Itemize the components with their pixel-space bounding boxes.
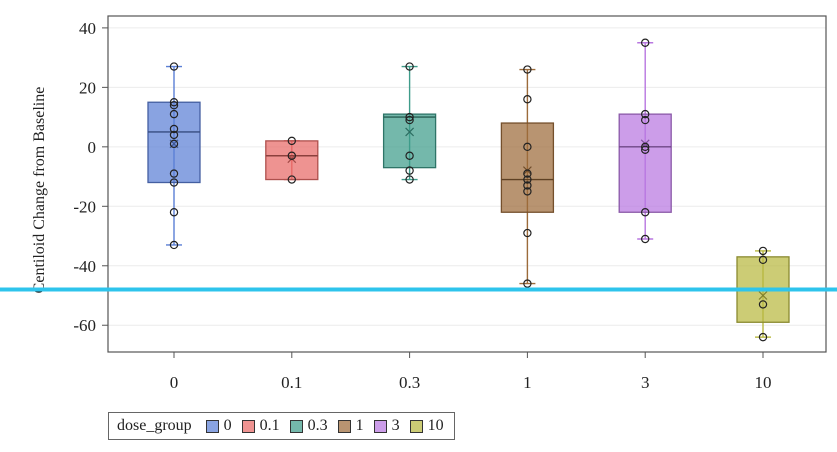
data-point (523, 169, 532, 178)
box-group (736, 246, 790, 342)
legend-label: 0 (223, 417, 232, 434)
data-point (641, 38, 650, 47)
y-tick-label: -40 (73, 257, 96, 276)
data-point (758, 246, 768, 256)
legend: dose_group 0 0.1 0.3 1 3 10 (108, 412, 455, 440)
data-point (169, 240, 179, 250)
data-point (523, 228, 532, 238)
box-group (265, 136, 319, 184)
data-point (641, 142, 650, 152)
legend-label: 3 (391, 417, 400, 434)
legend-label: 10 (427, 417, 444, 434)
data-point (641, 208, 650, 217)
data-point (169, 62, 179, 71)
data-point (523, 65, 532, 74)
data-point (287, 136, 296, 146)
data-point (523, 279, 532, 288)
data-point (641, 115, 650, 125)
mean-marker (522, 166, 532, 176)
y-tick-label: -20 (73, 197, 96, 216)
data-point (169, 109, 179, 119)
box (147, 101, 201, 184)
data-point (169, 130, 179, 140)
data-point (169, 208, 179, 217)
data-point (287, 151, 296, 160)
data-point (169, 98, 179, 107)
box (618, 113, 672, 213)
x-tick-label: 10 (755, 373, 772, 392)
data-point (405, 115, 414, 125)
data-point (523, 187, 532, 196)
data-point (523, 142, 532, 152)
data-point (169, 101, 179, 110)
data-point (287, 175, 296, 184)
y-axis-label: Centiloid Change from Baseline (31, 87, 48, 294)
data-point (405, 151, 414, 160)
data-point (523, 95, 532, 104)
mean-marker (640, 139, 650, 149)
legend-item: 3 (373, 417, 400, 435)
data-point (523, 181, 532, 190)
legend-item: 0.3 (289, 417, 328, 435)
legend-item: 1 (337, 417, 364, 435)
legend-label: 0.1 (259, 417, 280, 434)
x-tick-label: 3 (641, 373, 650, 392)
legend-swatch (337, 419, 351, 433)
y-tick-label: -60 (73, 316, 96, 335)
y-tick-label: 0 (88, 138, 97, 157)
x-tick-label: 1 (523, 373, 532, 392)
y-tick-label: 20 (79, 78, 96, 97)
data-point (641, 109, 650, 119)
plot-frame (107, 15, 827, 353)
mean-marker (405, 127, 415, 137)
data-point (523, 175, 532, 184)
legend-label: 1 (355, 417, 364, 434)
box-group (618, 38, 672, 244)
data-point (169, 169, 179, 178)
legend-item: 0.1 (241, 417, 280, 435)
x-tick-label: 0 (170, 373, 179, 392)
box-group (500, 65, 555, 288)
y-tick-label: 40 (79, 19, 96, 38)
data-point (405, 112, 414, 122)
box-group (382, 62, 437, 184)
mean-marker (287, 154, 297, 164)
legend-item: 10 (409, 417, 444, 435)
legend-swatch (241, 419, 255, 433)
data-point (169, 139, 179, 149)
legend-swatch (205, 419, 219, 433)
data-point (758, 300, 768, 309)
box (265, 140, 319, 181)
data-point (641, 234, 650, 244)
legend-swatch (289, 419, 303, 433)
data-point (758, 332, 768, 342)
box (500, 122, 555, 213)
legend-swatch (409, 419, 423, 433)
x-tick-label: 0.1 (281, 373, 302, 392)
box-group (147, 62, 201, 250)
data-point (405, 175, 414, 184)
legend-label: 0.3 (307, 417, 328, 434)
legend-item: 0 (205, 417, 232, 435)
box (382, 113, 437, 169)
mean-marker (758, 291, 768, 300)
data-point (405, 62, 414, 71)
data-point (641, 145, 650, 155)
legend-title: dose_group (117, 417, 192, 434)
data-point (758, 255, 768, 265)
data-point (169, 124, 179, 134)
data-point (405, 166, 414, 175)
legend-swatch (373, 419, 387, 433)
x-tick-label: 0.3 (399, 373, 420, 392)
data-point (169, 178, 179, 187)
